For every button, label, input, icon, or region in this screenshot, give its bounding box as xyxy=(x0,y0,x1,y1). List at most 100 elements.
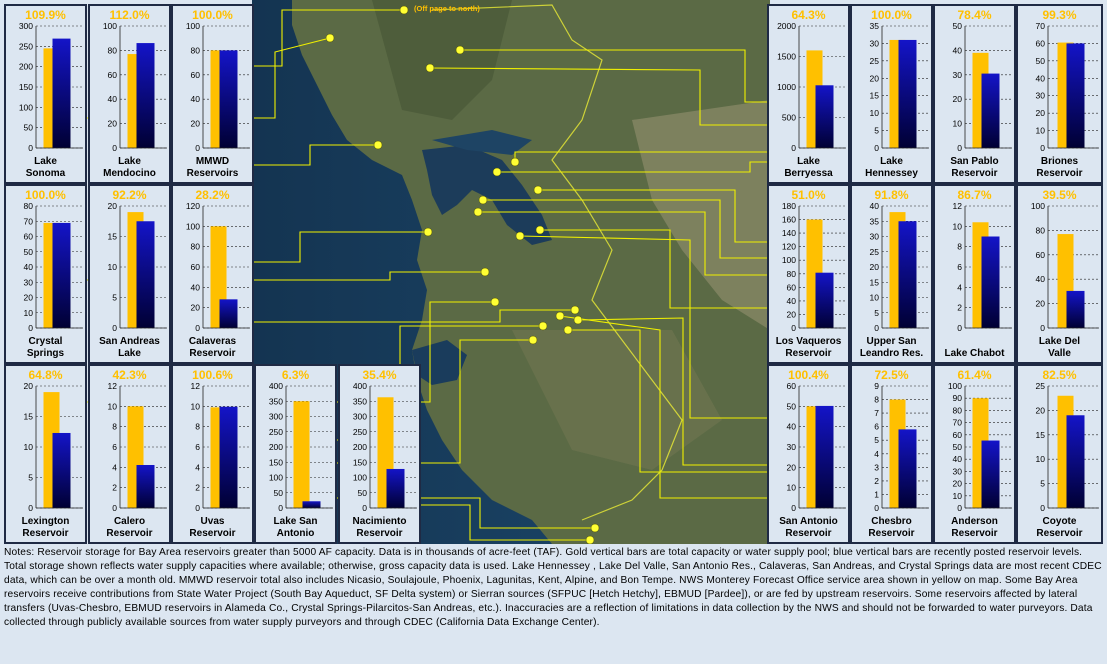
capacity-bar xyxy=(293,401,310,508)
tick-label: 100 xyxy=(948,381,962,391)
bar-chart-svg: 0 50 100 150 200 250 300 350 400 xyxy=(269,381,333,513)
percent-label: 28.2% xyxy=(195,188,230,202)
reservoir-name: Lake Sonoma xyxy=(25,156,66,179)
tick-label: 0 xyxy=(874,503,879,513)
tick-label: 15 xyxy=(24,412,34,422)
tick-label: 20 xyxy=(24,381,34,391)
bar-chart-svg: 0 5 10 15 20 xyxy=(108,201,167,333)
tick-label: 40 xyxy=(1036,73,1046,83)
tick-label: 25 xyxy=(1036,381,1046,391)
storage-bar xyxy=(52,38,71,148)
tick-label: 10 xyxy=(191,401,201,411)
tick-label: 4 xyxy=(957,282,962,292)
tick-label: 500 xyxy=(782,113,796,123)
reservoir-chart-panel: 0 10 20 30 40 50 60 70 80 90 100 61.4% Anderson Rese… xyxy=(933,364,1016,544)
tick-label: 12 xyxy=(953,201,963,211)
reservoir-name: Coyote Reservoir xyxy=(1036,516,1083,539)
reservoir-chart-panel: 0 2 4 6 8 10 12 100.6% Uvas Reservoir xyxy=(171,364,254,544)
reservoir-chart-panel: 0 500 1000 1500 2000 64.3% Lake Berryessa xyxy=(767,4,850,184)
tick-label: 40 xyxy=(24,262,34,272)
tick-label: 15 xyxy=(108,232,118,242)
tick-label: 80 xyxy=(953,405,963,415)
percent-label: 109.9% xyxy=(25,8,66,22)
tick-label: 10 xyxy=(108,262,118,272)
reservoir-name: Calaveras Reservoir xyxy=(188,336,237,359)
reservoir-name: Lake Berryessa xyxy=(784,156,833,179)
tick-label: 40 xyxy=(953,454,963,464)
bar-chart-svg: 0 20 40 60 80 100 xyxy=(103,21,167,153)
tick-label: 150 xyxy=(269,457,283,467)
tick-label: 40 xyxy=(870,201,880,211)
tick-label: 0 xyxy=(874,323,879,333)
percent-label: 100.0% xyxy=(25,188,66,202)
reservoir-chart-panel: 0 1 2 3 4 5 6 7 8 9 72.5% Chesbro Reservoir xyxy=(850,364,933,544)
reservoir-name: Lake Del Valle xyxy=(1038,336,1081,359)
tick-label: 0 xyxy=(195,503,200,513)
storage-bar xyxy=(815,405,834,508)
tick-label: 20 xyxy=(787,462,797,472)
percent-label: 64.8% xyxy=(28,368,63,382)
reservoir-name: Lake Hennessey xyxy=(865,156,918,179)
reservoir-name: Los Vaqueros Reservoir xyxy=(775,336,842,359)
reservoir-name: Anderson Reservoir xyxy=(951,516,998,539)
tick-label: 2 xyxy=(957,303,962,313)
bar-chart-svg: 0 5 10 15 20 25 30 35 xyxy=(870,21,929,153)
tick-label: 60 xyxy=(191,70,201,80)
tick-label: 100 xyxy=(269,473,283,483)
bar-chart-svg: 0 10 20 30 40 50 60 70 80 xyxy=(24,201,83,333)
tick-label: 50 xyxy=(953,442,963,452)
bar-chart-svg: 0 5 10 15 20 xyxy=(24,381,83,513)
reservoir-chart-panel: 0 20 40 60 80 100 100.0% MMWD Reservoirs xyxy=(171,4,254,184)
bar-chart-svg: 0 20 40 60 80 100 xyxy=(1031,201,1099,333)
tick-label: 100 xyxy=(103,21,117,31)
tick-label: 7 xyxy=(874,408,879,418)
reservoir-name: Upper San Leandro Res. xyxy=(859,336,924,359)
tick-label: 350 xyxy=(353,396,367,406)
tick-label: 0 xyxy=(1040,503,1045,513)
bar-chart-svg: 0 50 100 150 200 250 300 350 400 xyxy=(353,381,417,513)
tick-label: 0 xyxy=(1040,323,1045,333)
tick-label: 20 xyxy=(191,119,201,129)
tick-label: 6 xyxy=(957,262,962,272)
tick-label: 250 xyxy=(269,427,283,437)
storage-bar xyxy=(386,468,405,508)
tick-label: 30 xyxy=(953,466,963,476)
tick-label: 50 xyxy=(358,488,368,498)
tick-label: 40 xyxy=(953,45,963,55)
san-pablo-bay xyxy=(432,130,532,155)
percent-label: 99.3% xyxy=(1042,8,1077,22)
tick-label: 1500 xyxy=(777,52,796,62)
tick-label: 10 xyxy=(787,483,797,493)
tick-label: 3 xyxy=(874,462,879,472)
tick-label: 100 xyxy=(186,21,200,31)
tick-label: 180 xyxy=(782,201,796,211)
tick-label: 20 xyxy=(953,479,963,489)
percent-label: 42.3% xyxy=(112,368,147,382)
storage-bar xyxy=(52,432,71,508)
percent-label: 72.5% xyxy=(874,368,909,382)
tick-label: 250 xyxy=(353,427,367,437)
bar-chart-svg: 0 1 2 3 4 5 6 7 8 9 xyxy=(874,381,929,513)
bar-chart-svg: 0 20 40 60 80 100 120 xyxy=(186,201,250,333)
storage-bar xyxy=(898,429,917,508)
bar-chart-svg: 0 10 20 30 40 50 60 70 80 90 100 xyxy=(948,381,1012,513)
tick-label: 10 xyxy=(1036,454,1046,464)
tick-label: 80 xyxy=(191,45,201,55)
percent-label: 92.2% xyxy=(112,188,147,202)
tick-label: 20 xyxy=(870,262,880,272)
tick-label: 40 xyxy=(1036,274,1046,284)
reservoir-chart-panel: 0 10 20 30 40 50 60 70 80 100.0% Crystal Springs xyxy=(4,184,87,364)
storage-bar xyxy=(302,501,321,508)
tick-label: 30 xyxy=(787,442,797,452)
tick-label: 20 xyxy=(1036,108,1046,118)
storage-bar xyxy=(219,299,238,328)
reservoir-chart-panel: 0 20 40 60 80 100 112.0% Lake Mendocino xyxy=(88,4,171,184)
reservoir-name: Crystal Springs xyxy=(26,336,65,359)
reservoir-chart-panel: 0 50 100 150 200 250 300 350 400 35.4% Nacimiento … xyxy=(338,364,421,544)
tick-label: 120 xyxy=(782,242,796,252)
reservoir-name: Lake Mendocino xyxy=(103,156,156,179)
tick-label: 0 xyxy=(28,323,33,333)
tick-label: 5 xyxy=(874,435,879,445)
reservoir-chart-panel: 0 2 4 6 8 10 12 42.3% Calero Reservoir xyxy=(88,364,171,544)
tick-label: 50 xyxy=(1036,56,1046,66)
